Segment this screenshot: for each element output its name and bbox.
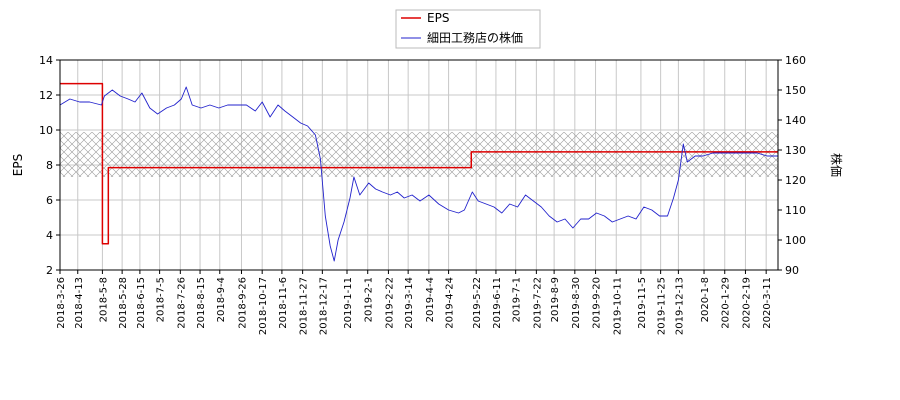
right-tick-label: 150 — [785, 84, 806, 97]
x-tick-label: 2020-2-19 — [741, 277, 752, 329]
range-band — [60, 132, 778, 177]
x-tick-label: 2018-10-17 — [258, 277, 269, 335]
x-tick-label: 2020-3-11 — [762, 277, 773, 329]
series-group — [60, 82, 778, 262]
right-tick-label: 130 — [785, 144, 806, 157]
right-axis-ticks: 90 100 110 120 130 140 150 160 — [778, 54, 806, 277]
x-tick-label: 2019-1-11 — [343, 277, 354, 329]
left-tick-label: 12 — [39, 89, 53, 102]
left-tick-label: 6 — [46, 194, 53, 207]
x-tick-label: 2018-9-26 — [237, 277, 248, 329]
legend: EPS 細田工務店の株価 — [395, 9, 541, 49]
x-tick-label: 2018-8-15 — [196, 277, 207, 329]
x-tick-label: 2018-5-28 — [118, 277, 129, 329]
x-tick-label: 2019-4-4 — [425, 277, 436, 322]
eps-series-line — [60, 82, 778, 245]
x-tick-label: 2019-7-1 — [512, 277, 523, 322]
right-tick-label: 100 — [785, 234, 806, 247]
x-tick-label: 2020-1-8 — [700, 277, 711, 322]
x-tick-label: 2020-1-29 — [721, 277, 732, 329]
x-tick-label: 2018-5-8 — [98, 277, 109, 322]
x-tick-label: 2018-7-5 — [156, 277, 167, 322]
x-axis-ticks: 2018-3-26 2018-4-13 2018-5-8 2018-5-28 2018-… — [56, 270, 773, 335]
x-tick-label: 2018-4-13 — [74, 277, 85, 329]
x-tick-label: 2019-5-22 — [472, 277, 483, 329]
left-tick-label: 10 — [39, 124, 53, 137]
x-tick-label: 2019-3-14 — [404, 277, 415, 329]
x-tick-label: 2019-8-9 — [550, 277, 561, 322]
legend-label-eps: EPS — [427, 11, 449, 25]
x-tick-label: 2019-7-22 — [532, 277, 543, 329]
left-axis-label: EPS — [11, 154, 25, 176]
x-tick-label: 2018-3-26 — [56, 277, 67, 329]
right-tick-label: 90 — [785, 264, 799, 277]
x-tick-label: 2019-9-20 — [592, 277, 603, 329]
legend-label-price: 細田工務店の株価 — [427, 30, 523, 45]
x-tick-label: 2019-11-25 — [657, 277, 668, 335]
x-tick-label: 2018-6-15 — [136, 277, 147, 329]
x-tick-label: 2019-6-11 — [492, 277, 503, 329]
legend-box — [395, 9, 541, 49]
x-tick-label: 2019-11-5 — [637, 277, 648, 329]
left-tick-label: 8 — [46, 159, 53, 172]
price-series-line — [60, 86, 778, 262]
x-tick-label: 2019-4-24 — [445, 277, 456, 329]
x-tick-label: 2018-12-17 — [318, 277, 329, 335]
right-tick-label: 110 — [785, 204, 806, 217]
right-tick-label: 140 — [785, 114, 806, 127]
x-tick-label: 2018-11-27 — [299, 277, 310, 335]
left-tick-label: 14 — [39, 54, 53, 67]
x-tick-label: 2019-10-11 — [612, 277, 623, 335]
x-tick-label: 2019-8-30 — [571, 277, 582, 329]
right-tick-label: 160 — [785, 54, 806, 67]
x-tick-label: 2019-12-13 — [674, 277, 685, 335]
x-tick-label: 2019-2-22 — [384, 277, 395, 329]
right-axis-label: 株価 — [829, 153, 844, 177]
left-tick-label: 4 — [46, 229, 53, 242]
left-tick-label: 2 — [46, 264, 53, 277]
x-tick-label: 2018-7-26 — [176, 277, 187, 329]
left-axis-ticks: 2 4 6 8 10 12 14 — [39, 54, 60, 277]
x-tick-label: 2018-9-4 — [216, 277, 227, 322]
x-tick-label: 2019-2-1 — [364, 277, 375, 322]
right-tick-label: 120 — [785, 174, 806, 187]
x-tick-label: 2018-11-6 — [278, 277, 289, 329]
